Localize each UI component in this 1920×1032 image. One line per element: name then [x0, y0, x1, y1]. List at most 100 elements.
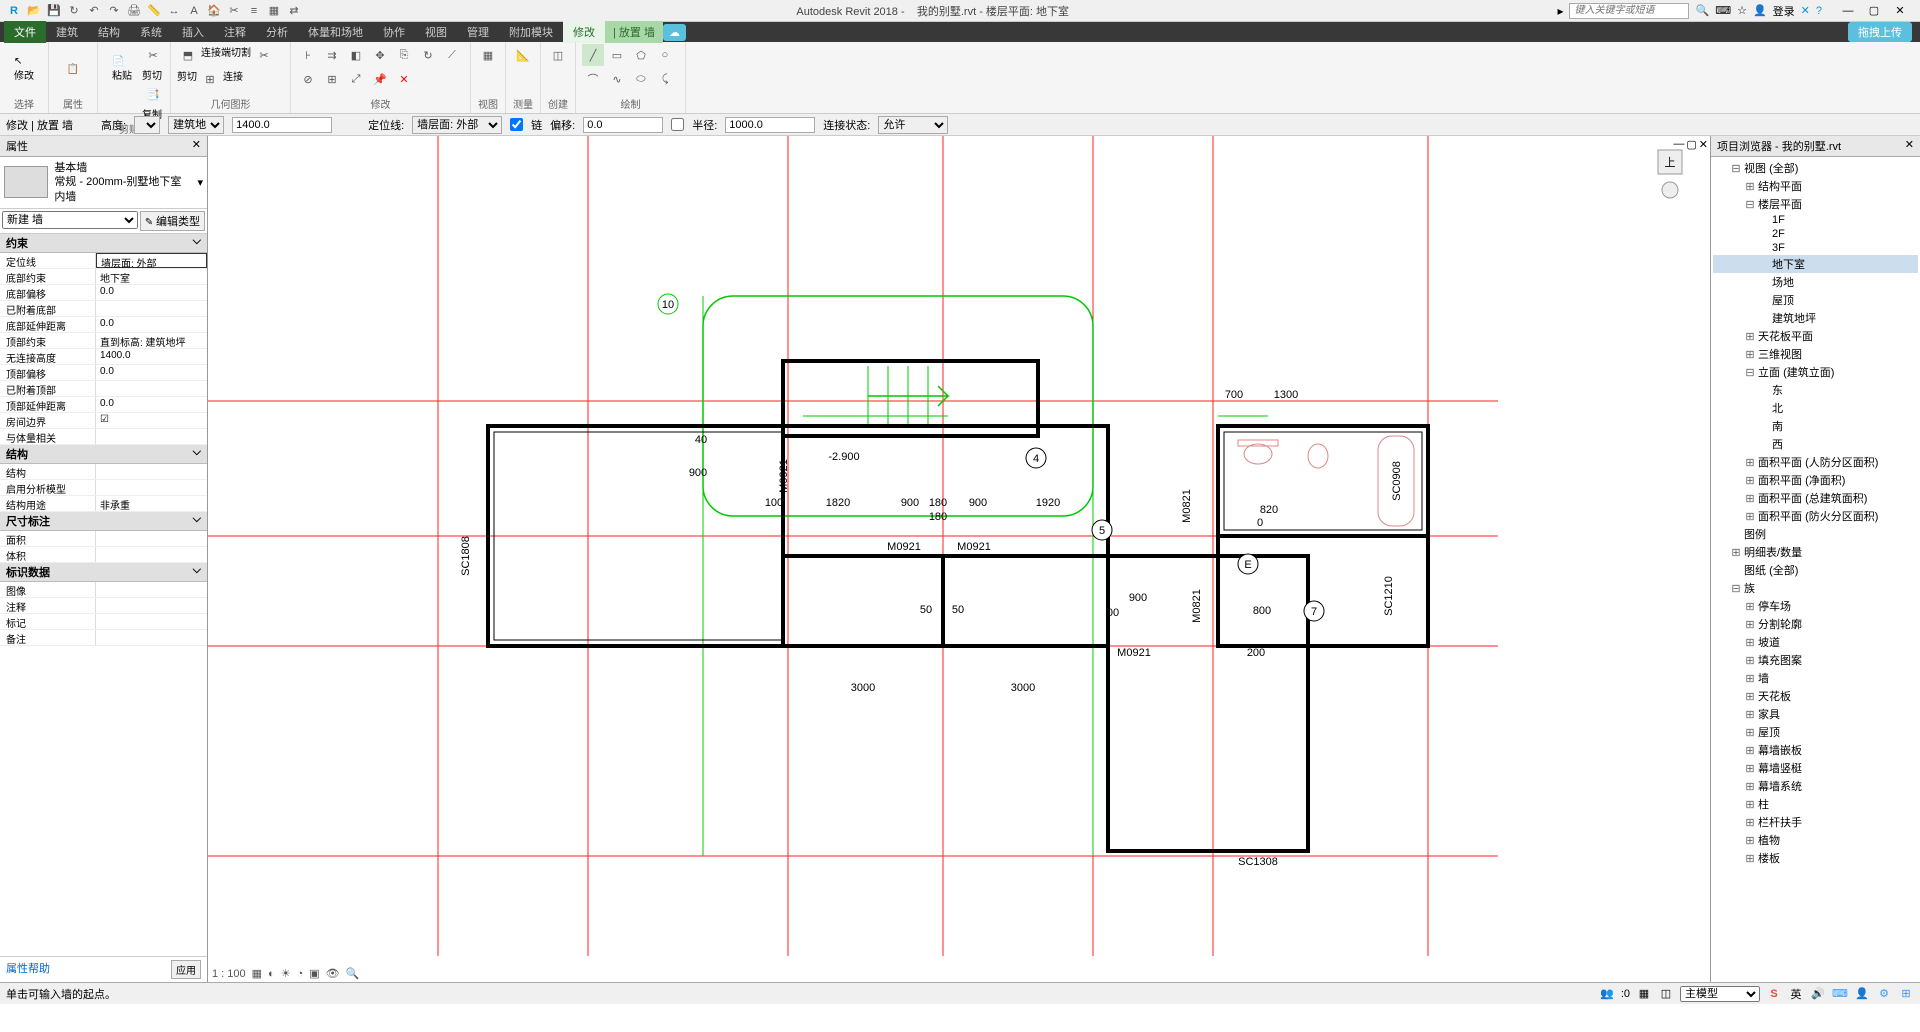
- prop-row[interactable]: 图像: [0, 582, 207, 598]
- tree-node[interactable]: 地下室: [1713, 255, 1918, 273]
- trim-icon[interactable]: ⟋: [441, 44, 463, 66]
- measure-icon[interactable]: 📐: [512, 44, 534, 66]
- close-view-icon[interactable]: ✕: [1699, 138, 1708, 151]
- tree-node[interactable]: ⊞ 植物: [1713, 831, 1918, 849]
- minimize-button[interactable]: —: [1836, 3, 1860, 19]
- editable-icon[interactable]: ▦: [1636, 986, 1652, 1002]
- filter-icon[interactable]: S: [1766, 986, 1782, 1002]
- crop-icon[interactable]: ▣: [309, 967, 319, 980]
- tree-node[interactable]: 1F: [1713, 213, 1918, 227]
- cope-icon[interactable]: ⬒: [177, 44, 199, 66]
- prop-row[interactable]: 房间边界☑: [0, 413, 207, 429]
- tree-node[interactable]: ⊞ 幕墙系统: [1713, 777, 1918, 795]
- chain-checkbox[interactable]: [510, 118, 523, 131]
- modify-tool[interactable]: ↖修改: [6, 44, 42, 94]
- tree-node[interactable]: ⊟ 立面 (建筑立面): [1713, 363, 1918, 381]
- view-cube[interactable]: 上: [1650, 142, 1690, 202]
- tree-node[interactable]: ⊞ 三维视图: [1713, 345, 1918, 363]
- measure-icon[interactable]: 📏: [146, 3, 162, 19]
- tab-collab[interactable]: 协作: [373, 21, 415, 43]
- tree-node[interactable]: ⊞ 墙: [1713, 669, 1918, 687]
- offset-value[interactable]: [583, 117, 663, 133]
- prop-row[interactable]: 与体量相关: [0, 429, 207, 445]
- print-icon[interactable]: 🖨: [126, 3, 142, 19]
- tree-node[interactable]: ⊞ 填充图案: [1713, 651, 1918, 669]
- person-icon[interactable]: 👤: [1854, 986, 1870, 1002]
- tree-node[interactable]: ⊞ 停车场: [1713, 597, 1918, 615]
- edit-type-button[interactable]: ✎ 编辑类型: [140, 211, 205, 231]
- prop-row[interactable]: 顶部约束直到标高: 建筑地坪: [0, 333, 207, 349]
- tab-addin[interactable]: 附加模块: [499, 21, 563, 43]
- shadow-icon[interactable]: ◔: [297, 968, 304, 980]
- redo-icon[interactable]: ↷: [106, 3, 122, 19]
- radius-checkbox[interactable]: [671, 118, 684, 131]
- prop-category[interactable]: 尺寸标注⌵: [0, 512, 207, 531]
- offset-icon[interactable]: ⇉: [321, 44, 343, 66]
- prop-category[interactable]: 约束⌵: [0, 234, 207, 253]
- prop-row[interactable]: 注释: [0, 598, 207, 614]
- prop-row[interactable]: 无连接高度1400.0: [0, 349, 207, 365]
- undo-icon[interactable]: ↶: [86, 3, 102, 19]
- tree-node[interactable]: 场地: [1713, 273, 1918, 291]
- mirror-icon[interactable]: ◧: [345, 44, 367, 66]
- prop-row[interactable]: 已附着顶部: [0, 381, 207, 397]
- tree-node[interactable]: ⊞ 面积平面 (总建筑面积): [1713, 489, 1918, 507]
- tree-node[interactable]: ⊞ 面积平面 (净面积): [1713, 471, 1918, 489]
- search-input[interactable]: [1569, 3, 1689, 19]
- tab-manage[interactable]: 管理: [457, 21, 499, 43]
- prop-row[interactable]: 顶部偏移0.0: [0, 365, 207, 381]
- app-icon[interactable]: R: [6, 3, 22, 19]
- height-constraint[interactable]: 建筑地: [168, 116, 224, 134]
- copy-icon[interactable]: 📑: [142, 83, 164, 105]
- tab-file[interactable]: 文件: [4, 21, 46, 43]
- tab-analyze[interactable]: 分析: [256, 21, 298, 43]
- tab-arch[interactable]: 建筑: [46, 21, 88, 43]
- tree-node[interactable]: ⊞ 屋顶: [1713, 723, 1918, 741]
- tree-node[interactable]: 建筑地坪: [1713, 309, 1918, 327]
- line-icon[interactable]: ╱: [582, 44, 604, 66]
- 3d-icon[interactable]: 🏠: [206, 3, 222, 19]
- ime-icon[interactable]: 英: [1788, 986, 1804, 1002]
- drawing-canvas[interactable]: 1045E7-2.9004090010018209001801809001920…: [208, 136, 1710, 982]
- type-selector[interactable]: 基本墙常规 - 200mm-别墅地下室内墙 ▾: [0, 157, 207, 209]
- tree-node[interactable]: ⊞ 面积平面 (人防分区面积): [1713, 453, 1918, 471]
- tree-node[interactable]: ⊞ 栏杆扶手: [1713, 813, 1918, 831]
- switch-icon[interactable]: ⇄: [286, 3, 302, 19]
- upload-button[interactable]: 拖拽上传: [1848, 22, 1912, 42]
- pick-icon[interactable]: ⤹: [654, 68, 676, 90]
- maximize-button[interactable]: ▢: [1862, 3, 1886, 19]
- join-select[interactable]: 允许: [878, 116, 948, 134]
- thin-icon[interactable]: ≡: [246, 3, 262, 19]
- tree-node[interactable]: ⊞ 家具: [1713, 705, 1918, 723]
- hide-icon[interactable]: 👁: [326, 967, 340, 980]
- copy-icon[interactable]: ⎘: [393, 44, 415, 66]
- prop-row[interactable]: 结构用途非承重: [0, 496, 207, 512]
- tab-sys[interactable]: 系统: [130, 21, 172, 43]
- tree-node[interactable]: ⊞ 坡道: [1713, 633, 1918, 651]
- tree-node[interactable]: ⊟ 族: [1713, 579, 1918, 597]
- height-value[interactable]: [232, 117, 332, 133]
- cut-icon[interactable]: ✂: [142, 44, 164, 66]
- locline-select[interactable]: 墙层面: 外部: [412, 116, 502, 134]
- reveal-icon[interactable]: 🔍: [346, 967, 360, 980]
- prop-row[interactable]: 标记: [0, 614, 207, 630]
- tab-insert[interactable]: 插入: [172, 21, 214, 43]
- prop-row[interactable]: 备注: [0, 630, 207, 646]
- tree-node[interactable]: 屋顶: [1713, 291, 1918, 309]
- section-icon[interactable]: ✂: [226, 3, 242, 19]
- star-icon[interactable]: ☆: [1737, 4, 1747, 17]
- spline-icon[interactable]: ∿: [606, 68, 628, 90]
- tree-node[interactable]: ⊞ 幕墙竖梃: [1713, 759, 1918, 777]
- keyboard-icon[interactable]: ⌨: [1832, 986, 1848, 1002]
- prop-row[interactable]: 面积: [0, 531, 207, 547]
- infocenter-icon[interactable]: 🔍: [1695, 4, 1709, 17]
- tree-node[interactable]: ⊞ 分割轮廓: [1713, 615, 1918, 633]
- split-icon[interactable]: ⊘: [297, 68, 319, 90]
- close-hid-icon[interactable]: ▦: [266, 3, 282, 19]
- tree-node[interactable]: ⊟ 楼层平面: [1713, 195, 1918, 213]
- array-icon[interactable]: ⊞: [321, 68, 343, 90]
- view-icon[interactable]: ▦: [477, 44, 499, 66]
- join-icon[interactable]: ⊞: [199, 68, 221, 90]
- tree-node[interactable]: ⊞ 幕墙嵌板: [1713, 741, 1918, 759]
- min-view-icon[interactable]: —: [1673, 138, 1684, 151]
